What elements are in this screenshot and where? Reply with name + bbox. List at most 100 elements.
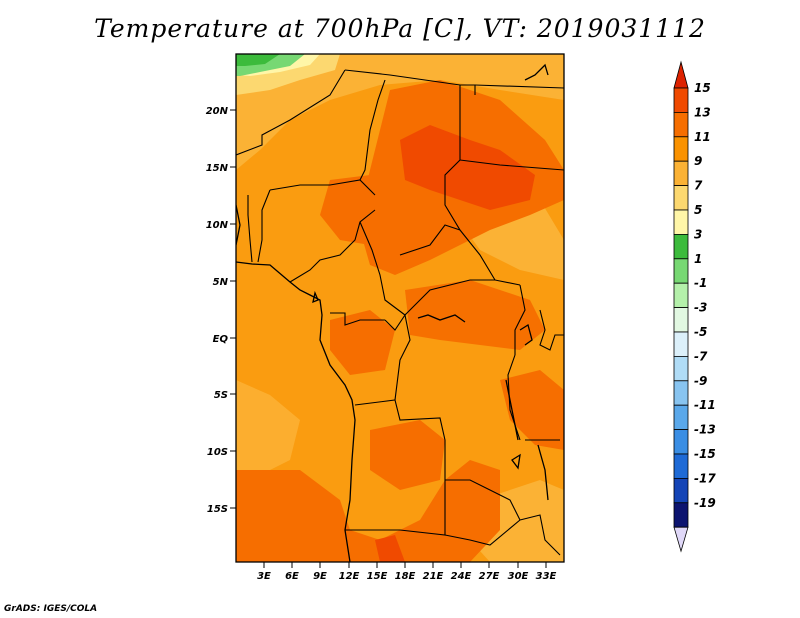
legend-label: -15: [694, 447, 716, 461]
border-kenya: [539, 309, 564, 351]
grads-credit: GrADS: IGES/COLA: [4, 604, 98, 614]
lon-label: 9E: [313, 571, 327, 582]
legend-label: -3: [694, 301, 707, 315]
temperature-field: [236, 54, 564, 562]
lat-label: 5N: [213, 277, 229, 288]
legend-label: 9: [694, 154, 702, 168]
lon-label: 6E: [285, 571, 299, 582]
field-north-cool: [236, 54, 564, 170]
legend-swatch: [673, 477, 689, 504]
border-mozambique: [519, 514, 561, 556]
legend-swatch: [673, 429, 689, 455]
legend-label: -13: [694, 423, 716, 437]
lake-mweru: [511, 453, 521, 470]
legend-swatch: [673, 453, 689, 479]
border-mali-mauritania: [236, 69, 346, 156]
border-gabon-congo: [330, 312, 385, 326]
legend-swatch: [673, 282, 689, 309]
border-angola-drc: [354, 399, 446, 480]
field-lakes-warm: [500, 370, 564, 450]
legend-swatch: [673, 112, 689, 138]
field-south-warm: [236, 460, 500, 562]
legend-swatch: [673, 404, 689, 431]
legend-label: 7: [694, 179, 703, 193]
legend-label: 3: [694, 227, 702, 241]
red-sea-coast: [524, 63, 549, 81]
field-congo-warm: [405, 280, 545, 350]
field-chad-hot: [400, 125, 535, 210]
lon-label: 12E: [339, 571, 360, 582]
lon-label: 24E: [451, 571, 472, 582]
lat-label: 10N: [206, 220, 229, 231]
lat-label: 10S: [207, 447, 228, 458]
legend-swatch: [673, 209, 689, 235]
lon-label: 3E: [257, 571, 271, 582]
color-bar-legend: 15 13 11 9 7 5 3 1 -1 -3 -5 -7 -9 -11 -13 -15 -17 -19: [673, 60, 716, 553]
border-cameroon-car: [359, 221, 406, 316]
legend-swatch: [673, 233, 689, 260]
field-west-cool: [236, 380, 300, 475]
lat-label: 20N: [206, 106, 229, 117]
border-niger-chad-west: [359, 79, 386, 181]
country-borders: [236, 69, 564, 556]
legend-swatch: [673, 136, 689, 162]
lat-label: 15S: [207, 504, 228, 515]
field-gabon-warm: [330, 310, 395, 375]
lake-chad-island: [312, 290, 319, 304]
coastlines: [236, 63, 549, 562]
border-benin: [257, 189, 271, 263]
border-angola-namibia: [345, 480, 446, 536]
border-niger-nigeria: [269, 179, 376, 196]
legend-label: 5: [694, 203, 702, 217]
lat-label: EQ: [213, 334, 229, 345]
legend-arrow-top: [673, 60, 689, 89]
legend-label: -9: [694, 374, 707, 388]
lat-label: 15N: [206, 163, 229, 174]
lat-label: 5S: [214, 390, 228, 401]
border-car-drc: [404, 279, 521, 316]
field-nigeria-warm: [320, 175, 385, 245]
legend-arrow-bottom: [673, 526, 689, 553]
legend-label: -1: [694, 276, 707, 290]
legend-label: 11: [694, 130, 711, 144]
border-congo-drc: [384, 313, 411, 401]
field-nw-darkgreen: [236, 54, 280, 66]
border-sudan-east: [459, 159, 564, 171]
legend-label: 1: [694, 252, 702, 266]
west-coast: [236, 261, 356, 562]
legend-label: 13: [694, 105, 711, 119]
lon-label: 33E: [536, 571, 557, 582]
border-togo: [247, 195, 253, 263]
lon-label: 30E: [508, 571, 529, 582]
legend-label: -11: [694, 398, 716, 412]
legend-swatch: [673, 258, 689, 284]
latitude-axis: 20N 15N 10N 5N EQ 5S 10S 15S: [206, 106, 236, 515]
lon-label: 21E: [423, 571, 444, 582]
field-angola-warm: [370, 420, 445, 490]
border-zambia: [445, 479, 521, 521]
legend-swatch: [673, 160, 689, 186]
lon-label: 18E: [395, 571, 416, 582]
legend-swatch: [673, 87, 689, 113]
legend-swatch: [673, 355, 689, 382]
legend-label: 15: [694, 81, 711, 95]
longitude-axis: 3E 6E 9E 12E 15E 18E 21E 24E 27E 30E 33E: [257, 562, 557, 582]
map-frame: [235, 53, 565, 563]
legend-label: -19: [694, 496, 716, 510]
border-car-chad: [399, 224, 461, 256]
lake-tanganyika: [505, 379, 519, 441]
legend-swatch: [673, 185, 689, 211]
border-libya-egypt: [474, 84, 564, 89]
legend-swatch: [673, 380, 689, 406]
legend-swatch: [673, 307, 689, 333]
lake-victoria: [519, 323, 533, 346]
lon-label: 15E: [367, 571, 388, 582]
lon-label: 27E: [479, 571, 500, 582]
legend-label: -7: [694, 349, 708, 363]
border-drc-uganda: [514, 284, 526, 355]
legend-label: -5: [694, 325, 707, 339]
congo-river: [417, 314, 466, 323]
field-south-hot: [375, 535, 405, 562]
legend-swatch: [673, 331, 689, 357]
